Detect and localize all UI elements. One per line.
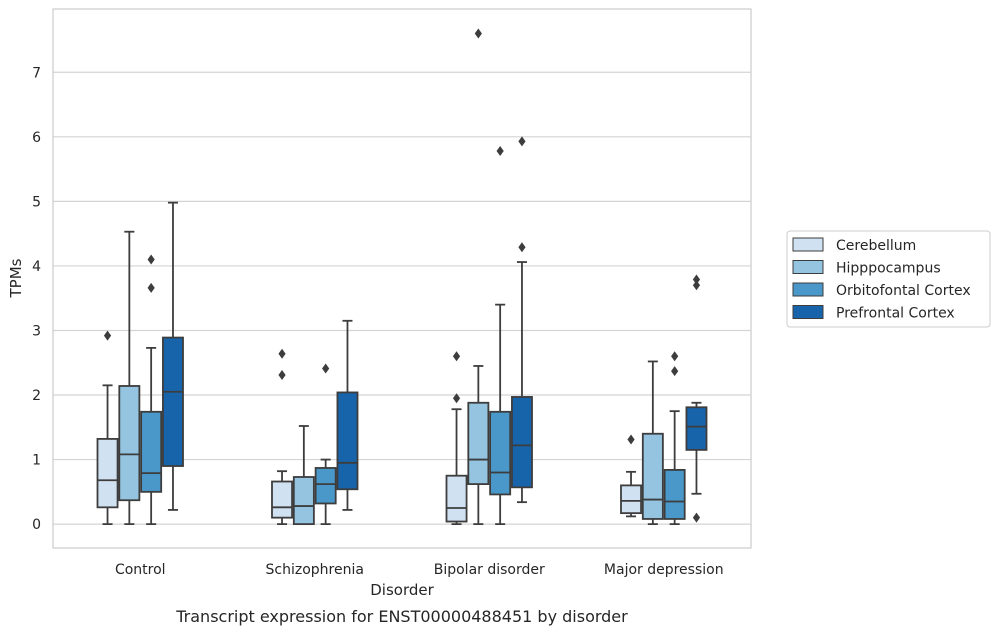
legend-swatch xyxy=(792,282,824,297)
box-prefrontal-cortex xyxy=(685,274,708,523)
box-prefrontal-cortex xyxy=(336,319,359,511)
figure-caption: Transcript expression for ENST0000048845… xyxy=(175,607,628,626)
x-axis-title: Disorder xyxy=(370,581,434,599)
box-cerebellum xyxy=(620,434,642,518)
outlier-point xyxy=(692,512,701,523)
box-hipppocampus xyxy=(292,425,315,526)
box-hipppocampus xyxy=(641,360,664,526)
legend-label: Orbitofontal Cortex xyxy=(836,283,971,299)
box-cerebellum xyxy=(96,330,119,526)
y-axis-title: TPMs xyxy=(7,258,25,298)
y-tick-label: 4 xyxy=(32,259,41,275)
outlier-point xyxy=(518,242,526,253)
legend-swatch xyxy=(792,260,824,274)
box-iqr xyxy=(467,401,490,485)
outlier-point xyxy=(452,393,461,404)
x-tick-label: Control xyxy=(115,562,166,578)
box-iqr xyxy=(314,467,337,505)
legend-label: Hipppocampus xyxy=(836,261,941,277)
box-iqr xyxy=(511,396,533,489)
outlier-point xyxy=(147,282,155,293)
box-iqr xyxy=(445,474,468,523)
outlier-point xyxy=(671,366,679,377)
plot-frame xyxy=(52,8,752,549)
outlier-point xyxy=(147,254,155,265)
box-orbitofontal-cortex xyxy=(663,351,686,526)
legend: Cerebellum Hipppocampus Orbitofontal Corte… xyxy=(786,230,991,328)
box-iqr xyxy=(336,391,359,491)
y-axis-ticks: 0 1 2 3 4 5 6 7 xyxy=(32,65,41,533)
outlier-point xyxy=(278,348,286,359)
outlier-point xyxy=(692,280,701,291)
box-prefrontal-cortex xyxy=(162,201,184,511)
box-iqr xyxy=(663,468,686,520)
box-prefrontal-cortex xyxy=(511,136,533,504)
y-tick-label: 1 xyxy=(32,453,41,469)
box-hipppocampus xyxy=(118,230,141,526)
box-iqr xyxy=(685,406,708,451)
legend-label: Cerebellum xyxy=(836,238,916,254)
y-tick-label: 2 xyxy=(32,388,41,404)
outlier-point xyxy=(692,274,701,285)
box-cerebellum xyxy=(271,348,293,526)
box-iqr xyxy=(271,480,293,519)
legend-swatch xyxy=(792,305,824,319)
box-iqr xyxy=(140,410,163,493)
box-iqr xyxy=(162,336,184,467)
legend-swatch xyxy=(792,237,824,252)
outlier-point xyxy=(496,146,504,157)
box-plot-area xyxy=(96,28,708,526)
legend-frame xyxy=(786,230,991,328)
y-tick-label: 0 xyxy=(32,517,41,533)
outlier-point xyxy=(452,351,461,362)
y-tick-label: 6 xyxy=(32,130,41,146)
box-iqr xyxy=(489,410,512,496)
box-iqr xyxy=(641,432,664,520)
x-tick-label: Bipolar disorder xyxy=(434,562,545,578)
outlier-point xyxy=(103,330,112,341)
box-iqr xyxy=(118,385,141,502)
box-orbitofontal-cortex xyxy=(314,363,337,526)
outlier-point xyxy=(671,351,679,362)
outlier-point xyxy=(518,136,526,147)
x-tick-label: Schizophrenia xyxy=(266,562,364,578)
outlier-point xyxy=(474,28,482,39)
y-tick-label: 7 xyxy=(32,65,41,81)
box-cerebellum xyxy=(445,351,468,526)
box-orbitofontal-cortex xyxy=(140,254,163,526)
box-orbitofontal-cortex xyxy=(489,146,512,526)
outlier-point xyxy=(322,363,330,374)
legend-label: Prefrontal Cortex xyxy=(836,306,955,322)
box-hipppocampus xyxy=(467,28,490,526)
outlier-point xyxy=(627,434,635,445)
x-tick-label: Major depression xyxy=(604,562,724,578)
box-iqr xyxy=(96,438,119,509)
box-iqr xyxy=(620,484,642,515)
x-axis-ticks: Control Schizophrenia Bipolar disorder Majo… xyxy=(115,562,724,578)
y-tick-label: 3 xyxy=(32,323,41,339)
box-iqr xyxy=(292,476,315,526)
y-tick-label: 5 xyxy=(32,194,41,210)
outlier-point xyxy=(278,370,286,381)
